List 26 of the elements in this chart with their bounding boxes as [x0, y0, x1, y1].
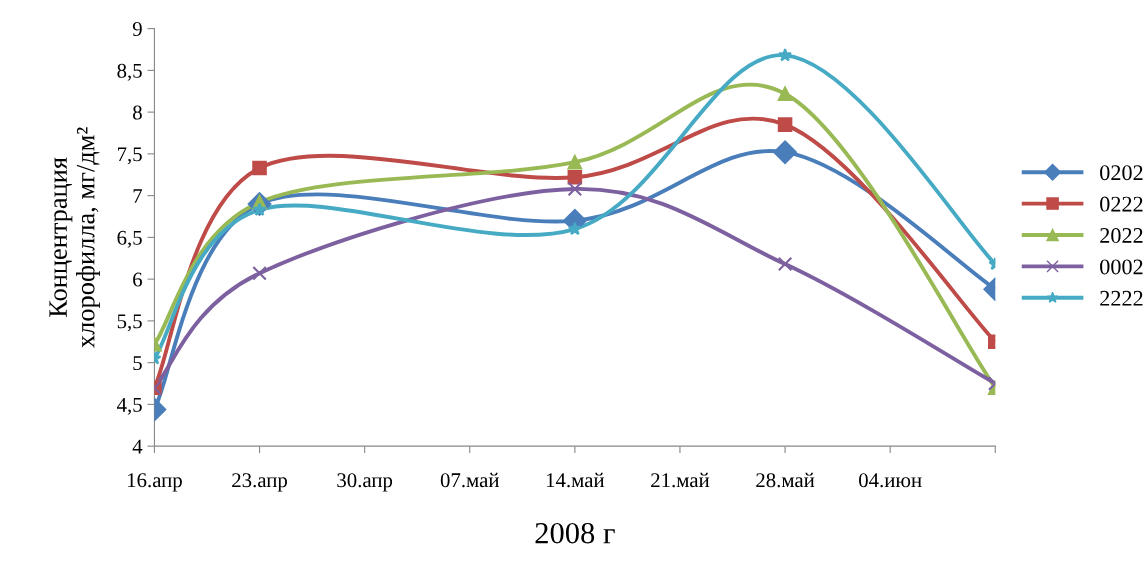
y-tick-label: 9 [132, 22, 142, 37]
x-tick-label: 21.май [651, 472, 710, 488]
x-tick-label: 07.май [440, 472, 500, 488]
y-tick-label: 8 [133, 105, 142, 120]
x-tick-label: 04.июн [859, 473, 922, 488]
x-tick-label: 14.май [546, 472, 605, 488]
legend-label: 0002 [1100, 259, 1143, 275]
x-tick-label: 28.май [756, 472, 815, 488]
x-tick-label: 23.апр [232, 473, 288, 492]
legend-label: 2022 [1100, 228, 1143, 244]
legend-label: 0222 [1100, 196, 1143, 212]
y-axis-title: Концентрация хлорофилла, мг/дм² [49, 127, 100, 348]
x-tick-label: 30.апр [337, 473, 393, 492]
x-tick-label: 16.апр [127, 473, 182, 492]
y-tick-label: 6,5 [117, 230, 142, 248]
legend-label: 2222 [1100, 290, 1143, 306]
legend-label: 0202 [1100, 165, 1143, 181]
y-tick-label: 7 [133, 189, 143, 203]
y-tick-label: 5,5 [117, 314, 142, 332]
y-tick-label: 6 [133, 272, 143, 287]
y-tick-label: 4 [132, 439, 143, 454]
y-tick-label: 8,5 [117, 63, 142, 81]
x-axis-title: 2008 г [535, 522, 615, 544]
y-tick-label: 7,5 [117, 147, 142, 165]
y-tick-label: 5 [133, 356, 142, 371]
y-tick-label: 4,5 [117, 397, 142, 415]
